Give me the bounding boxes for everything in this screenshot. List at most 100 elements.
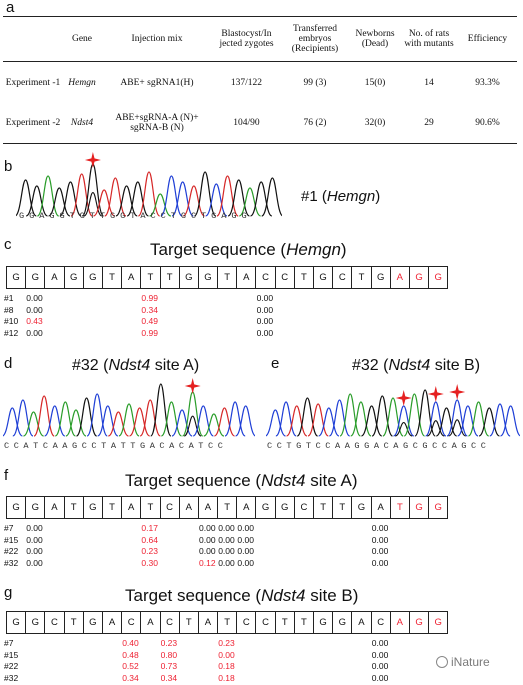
trace-peak [181,391,204,437]
trace-peak [160,401,183,437]
editing-value: 0.00 [371,661,389,671]
sequence-base: T [217,496,238,519]
watermark: iNature [436,655,490,669]
table-header-efficiency: Efficiency [467,34,508,44]
sequence-base: G [82,496,103,519]
values-g: #7 0.40 0.23 0.23 0.00 #15 0.48 0.80 0.00 0.00 #22… [4,638,504,684]
editing-value: 0.00 [26,293,43,303]
sequence-base: C [159,496,180,519]
sequence-base: A [121,266,142,289]
values-c: #1 0.00 0.99 0.00 #8 0.00 0.34 0.00 #10 0.43 0.49 0… [4,293,504,339]
sequence-base: A [121,496,142,519]
sequence-base: G [25,496,46,519]
editing-value: 0.00 [26,327,43,338]
sequence-base: G [408,496,430,519]
editing-value: 0.00 [218,523,235,533]
transferred-cell: 99 (3) [303,77,327,88]
trace-peak [328,399,351,437]
editing-value: 0.34 [141,304,158,315]
editing-value: 0.00 [199,534,216,545]
sequence-base: A [197,496,219,519]
sequence-base: G [82,266,103,289]
trace-peak [75,397,98,437]
trace-peak [129,407,150,437]
trace-peak [382,397,404,437]
editing-value: 0.00 [26,523,43,533]
trace-peak [425,401,447,437]
gene-cell: Ndst4 [70,118,94,128]
editing-value: 0.00 [371,557,389,568]
editing-value: 0.80 [160,649,178,660]
table-row: Experiment -1 Hemgn ABE+ sgRNA1(H) 137/1… [3,62,517,103]
sequence-base: C [255,611,276,634]
panel-label-c: c [4,236,12,253]
sequence-base: A [389,611,410,634]
panel-label-g: g [4,584,13,601]
experiment-table: Gene Injection mix Blastocyst/In jected … [3,16,517,144]
trace-peak [286,405,308,437]
trace-peak [457,405,479,437]
edit-site-star-icon [84,152,101,168]
sequence-base: G [313,266,334,289]
trace-peak [214,407,235,437]
editing-value: 0.18 [218,661,235,671]
editing-value: 0.00 [237,546,254,556]
sequence-base: G [197,266,219,289]
sequence-base: T [313,496,334,519]
sequence-base: G [178,266,199,289]
sequence-base: T [217,266,238,289]
editing-value: 0.00 [371,649,389,660]
trace-peak [36,175,60,217]
sequence-base: A [44,266,65,289]
trace-peak [371,395,394,437]
table-header-newborns: Newborns (Dead) [355,29,395,49]
sample-id: #10 [4,316,19,326]
trace-secondary-peak [183,415,202,437]
sequence-base: C [121,611,142,634]
trace-peak [275,401,297,437]
trace-peak [118,403,140,437]
sample-id: #7 [4,638,14,648]
sequence-base: A [351,611,372,634]
target-title-f: Target sequence (Ndst4 site A) [125,471,358,490]
sequence-base: G [25,266,46,289]
trace-peak [12,399,34,437]
editing-value: 0.43 [26,316,43,326]
trace-peak [296,397,319,437]
editing-value: 0.00 [237,557,254,568]
mutants-cell: 14 [424,77,434,88]
sequence-base: T [351,266,372,289]
trace-peak [193,171,217,217]
sample-id: #15 [4,534,19,545]
trace-peak [235,405,255,437]
editing-value: 0.00 [371,638,389,648]
sequence-base: C [370,611,391,634]
mix-cell: ABE+sgRNA-A (N)+ sgRNA-B (N) [115,113,199,133]
editing-value: 0.00 [371,534,389,545]
editing-value: 0.40 [122,638,139,648]
edit-site-star-icon [449,384,466,400]
editing-value: 0.00 [218,557,235,568]
trace-peak [239,187,261,217]
trace-peak [467,401,490,437]
sequence-base: G [25,611,46,634]
edit-site-star-icon [395,390,412,406]
value-row: #22 0.00 0.23 0.00 0.00 0.00 0.00 [4,546,504,558]
trace-peak [203,413,225,437]
trace-secondary-peak [83,192,103,217]
trace-peak [250,181,273,217]
gene-cell: Hemgn [68,77,96,88]
sequence-base: A [236,496,257,519]
sequence-base: G [6,266,27,289]
editing-value: 0.34 [122,672,139,683]
trace-peak [108,411,129,437]
sample-id: #22 [4,661,19,671]
table-header-transferred: Transferred embryos (Recipients) [291,24,339,54]
sequence-base: G [332,611,353,634]
trace-peak [266,409,286,437]
editing-value: 0.49 [141,316,158,326]
editing-value: 0.18 [218,672,235,683]
sequence-base: T [101,496,123,519]
trace-peak [224,401,246,437]
